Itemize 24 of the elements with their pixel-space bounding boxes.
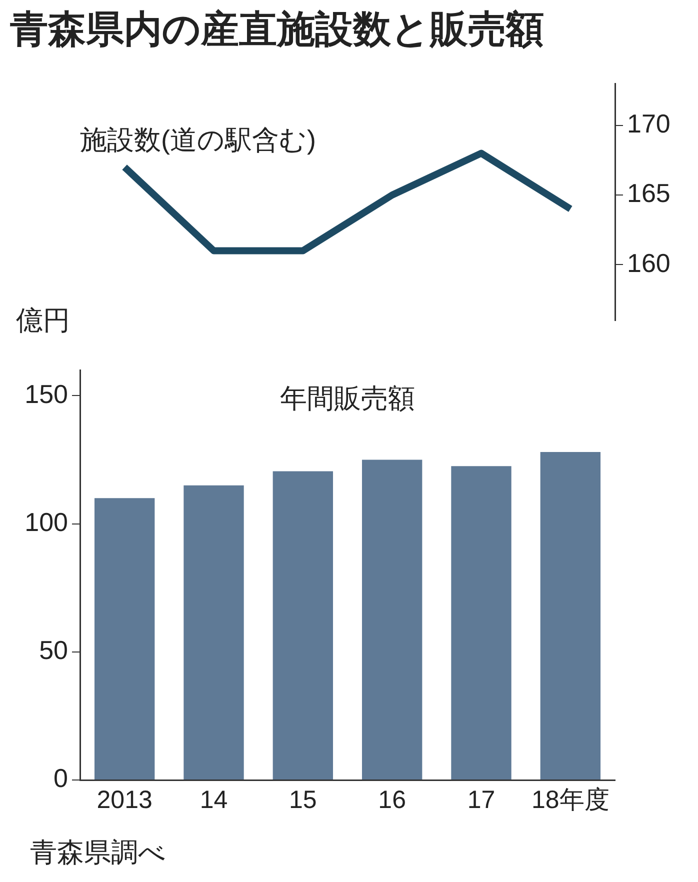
bar: [272, 471, 334, 780]
bar: [540, 452, 601, 780]
y-tick-label: 170: [627, 108, 670, 139]
x-tick-label: 2013: [96, 786, 152, 814]
x-tick-label: 14: [200, 786, 228, 814]
y-tick-label: 100: [24, 506, 68, 537]
series-label: 施設数(道の駅含む): [80, 125, 316, 156]
x-tick-label: 15: [289, 786, 317, 814]
y-tick-label: 150: [24, 378, 68, 409]
x-tick-label: 17: [467, 786, 496, 814]
x-tick-label: 18年度: [532, 786, 610, 814]
bar: [184, 485, 244, 780]
chart-title: 青森県内の産直施設数と販売額: [10, 8, 544, 53]
x-tick-label: 16: [378, 786, 406, 814]
y-tick-label: 0: [54, 763, 68, 794]
y-tick-label: 160: [627, 248, 670, 278]
text: 年間販売額: [280, 383, 415, 414]
y-tick-label: 165: [627, 178, 670, 208]
bar: [362, 460, 422, 780]
y-tick-label: 50: [39, 635, 68, 666]
bar: [451, 466, 512, 780]
bar: [94, 498, 155, 780]
y-axis-title: 億円: [16, 305, 70, 336]
text: 青森県調べ: [30, 837, 166, 868]
